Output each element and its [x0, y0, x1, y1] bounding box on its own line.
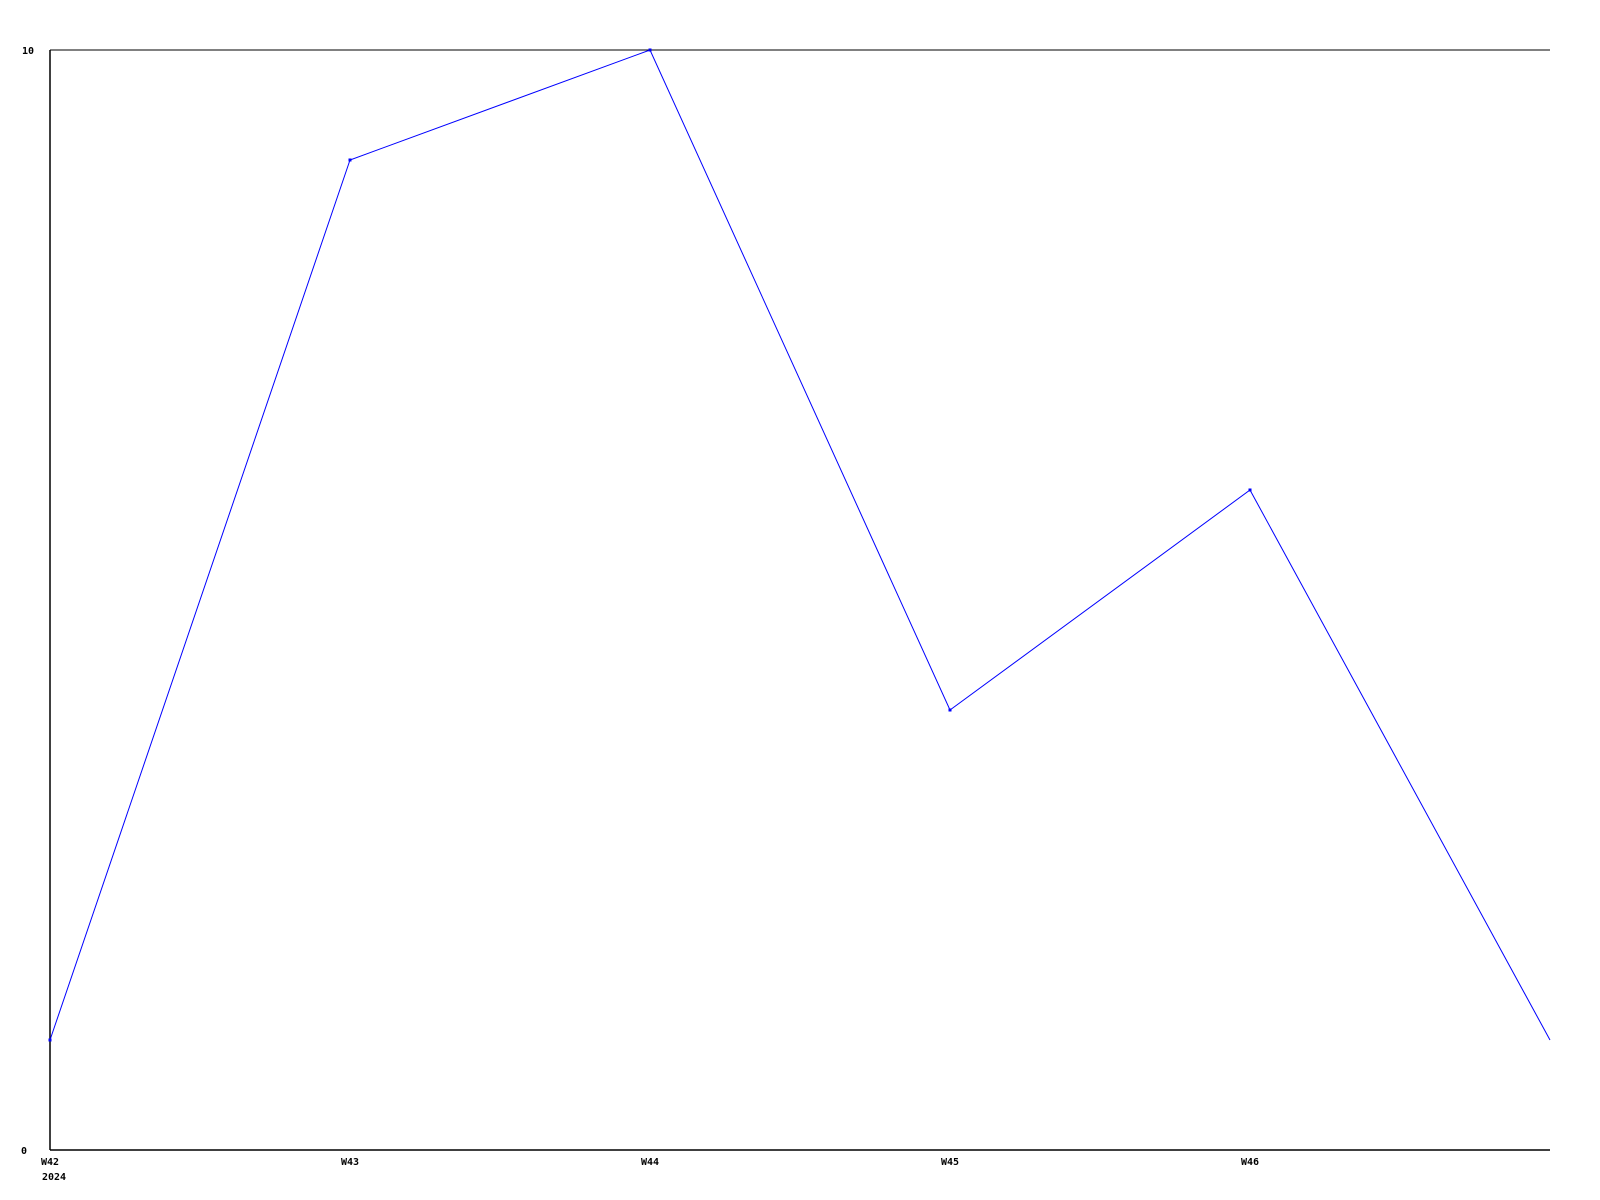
data-point — [48, 1038, 52, 1042]
x-tick-label: W43 — [341, 1157, 359, 1168]
data-point — [1248, 488, 1252, 492]
x-tick-label: W42 — [41, 1157, 59, 1168]
data-point — [348, 158, 352, 162]
x-tick-label: W46 — [1241, 1157, 1259, 1168]
data-point — [648, 48, 652, 52]
y-tick-label: 0 — [21, 1146, 27, 1157]
data-point — [948, 708, 952, 712]
axes — [49, 49, 1550, 1151]
x-year-label: 2024 — [42, 1172, 66, 1183]
series — [48, 48, 1551, 1042]
y-tick-label: 10 — [22, 46, 34, 57]
x-tick-label: W44 — [641, 1157, 659, 1168]
tick-labels: 10 0 W42 W43 W44 W45 W46 2024 — [21, 46, 1259, 1183]
series-line — [49, 49, 1551, 1041]
x-tick-label: W45 — [941, 1157, 959, 1168]
